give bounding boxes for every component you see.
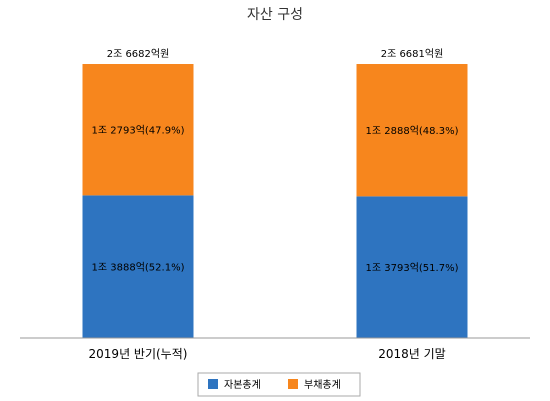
bar-value-label: 1조 3888억(52.1%) — [92, 262, 185, 274]
bar-segment-liabilities-0 — [82, 64, 194, 196]
bar-segment-equity-1 — [356, 196, 468, 338]
bar-value-label: 1조 2793억(47.9%) — [92, 125, 185, 137]
legend-label: 부채총계 — [304, 379, 341, 391]
legend: 자본총계 부채총계 — [208, 379, 341, 391]
bar-total-label: 2조 6681억원 — [381, 48, 444, 60]
bar-value-label: 1조 3793억(51.7%) — [366, 262, 459, 274]
bar-segment-equity-0 — [82, 195, 194, 338]
legend-label: 자본총계 — [224, 379, 261, 391]
x-tick-label: 2019년 반기(누적) — [89, 347, 188, 361]
legend-box — [197, 372, 361, 397]
x-tick-label: 2018년 기말 — [378, 347, 445, 361]
bar-value-label: 1조 2888억(48.3%) — [366, 125, 459, 137]
bar-total-label: 2조 6682억원 — [107, 48, 170, 60]
chart-title: 자산 구성 — [247, 7, 303, 23]
bar-segment-liabilities-1 — [356, 64, 468, 197]
legend-swatch — [208, 379, 218, 389]
bar-group: 1조 3888억(52.1%) 1조 2793억(47.9%) 2조 6682억원 1… — [82, 48, 468, 338]
legend-swatch — [288, 379, 298, 389]
category-labels: 2019년 반기(누적) 2018년 기말 — [89, 347, 446, 361]
